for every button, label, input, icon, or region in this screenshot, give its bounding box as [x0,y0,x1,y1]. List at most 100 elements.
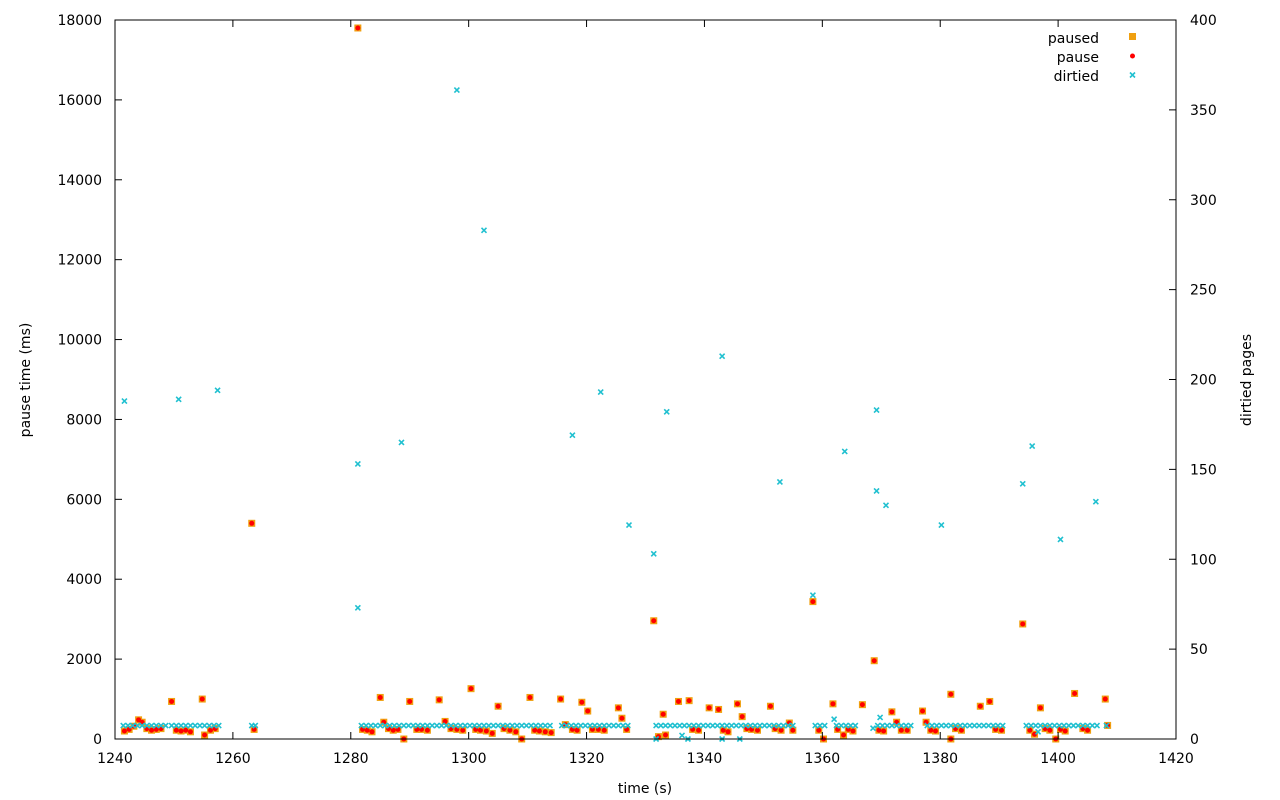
point-pause [460,727,466,733]
point-pause [548,730,554,736]
point-dirtied [785,722,792,729]
y2-tick-label: 300 [1190,193,1217,209]
point-dirtied [902,722,910,729]
chart-marks [120,24,1112,743]
point-pause [202,732,208,738]
point-pause [390,727,396,733]
point-dirtied [985,722,992,729]
point-pause [859,702,865,708]
point-dirtied [124,722,132,729]
point-dirtied [657,722,664,729]
point-dirtied [192,722,199,729]
point-dirtied [148,722,155,729]
y-tick-label: 14000 [57,173,102,189]
point-dirtied [139,722,146,729]
point-dirtied [480,722,488,729]
point-dirtied [686,722,693,729]
point-dirtied [509,722,516,729]
point-dirtied [206,722,213,729]
point-dirtied [884,722,891,729]
point-dirtied [841,448,848,455]
point-pause [816,727,822,733]
point-pause [207,727,213,733]
point-dirtied [737,722,745,729]
point-dirtied [143,722,150,729]
point-dirtied [728,722,735,729]
point-dirtied [898,722,905,729]
point-pause [183,727,189,733]
point-dirtied [177,722,185,729]
x-tick-label: 1320 [569,751,605,767]
y-axis-title: pause time (ms) [18,323,34,438]
point-pause [1020,621,1026,627]
point-pause [574,727,580,733]
point-dirtied [610,722,617,729]
point-dirtied [709,722,716,729]
point-dirtied [523,722,530,729]
point-pause [734,701,740,707]
point-dirtied [563,722,570,729]
point-dirtied [838,722,845,729]
point-pause [696,727,702,733]
point-dirtied [723,722,730,729]
point-dirtied [1056,722,1063,729]
legend-swatch-paused [1129,33,1136,40]
point-dirtied [873,487,880,495]
point-pause [720,727,726,733]
point-dirtied [662,722,669,729]
point-dirtied [605,722,613,729]
point-dirtied [386,722,393,729]
point-pause [850,728,856,734]
point-pause [407,698,413,704]
point-dirtied [1032,722,1039,729]
point-dirtied [681,722,688,729]
point-dirtied [882,502,890,509]
point-pause [928,727,934,733]
point-pause [1062,728,1068,734]
x-axis-title: time (s) [618,781,672,797]
point-pause [424,727,430,733]
point-dirtied [443,722,450,729]
axis-ticks [114,19,1177,740]
point-dirtied [999,722,1006,729]
x-tick-label: 1360 [805,751,841,767]
point-dirtied [447,722,455,729]
point-dirtied [157,722,165,729]
point-dirtied [391,722,398,729]
point-dirtied [129,722,136,729]
point-dirtied [816,722,824,729]
x-tick-label: 1280 [333,751,369,767]
point-dirtied [528,722,535,729]
point-dirtied [667,722,674,729]
point-dirtied [367,722,374,729]
point-dirtied [952,722,959,729]
point-dirtied [587,722,594,729]
point-dirtied [572,722,580,729]
point-dirtied [678,732,686,739]
point-dirtied [957,722,964,729]
point-dirtied [761,722,768,729]
point-dirtied [504,722,511,729]
point-dirtied [1070,722,1077,729]
point-dirtied [976,722,983,729]
point-pause [364,727,370,733]
point-dirtied [714,722,721,729]
point-dirtied [938,722,945,729]
point-dirtied [499,722,506,729]
point-pause [977,703,983,709]
point-dirtied [809,592,816,599]
point-dirtied [396,722,403,729]
point-pause [1032,731,1038,737]
point-dirtied [789,722,796,729]
point-pause [121,728,127,734]
point-dirtied [1075,722,1082,729]
point-dirtied [601,722,608,729]
point-pause [841,732,847,738]
point-dirtied [372,722,379,729]
point-dirtied [471,722,478,729]
point-dirtied [676,722,683,729]
point-pause [489,730,495,736]
point-dirtied [153,722,160,729]
point-pause [1047,727,1053,733]
point-dirtied [405,722,412,729]
